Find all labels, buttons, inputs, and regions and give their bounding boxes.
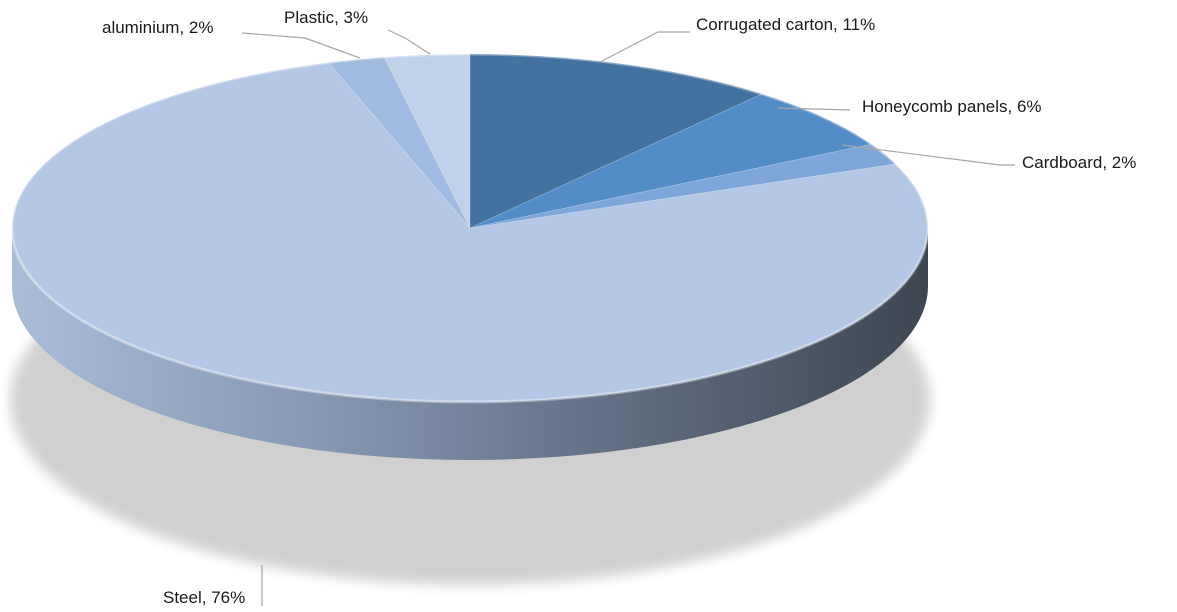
leader-line-honeycomb-panels xyxy=(777,107,851,111)
data-label-aluminium: aluminium, 2% xyxy=(102,18,214,37)
pie-rim-highlight xyxy=(10,52,930,404)
leader-line-aluminium xyxy=(241,32,361,59)
leader-line-cardboard xyxy=(841,144,1015,166)
leader-lines xyxy=(241,29,1015,606)
pie-side-wall xyxy=(12,228,928,460)
pie-slice-steel xyxy=(11,62,929,403)
data-label-corrugated-carton: Corrugated carton, 11% xyxy=(696,15,875,34)
pie-slice-aluminium xyxy=(327,56,471,229)
pie-slice-plastic xyxy=(383,53,471,229)
pie-side xyxy=(12,228,928,460)
data-label-plastic: Plastic, 3% xyxy=(284,8,368,27)
data-labels: Corrugated carton, 11% Honeycomb panels, … xyxy=(102,8,1136,607)
leader-line-plastic xyxy=(387,29,431,55)
pie-slice-honeycomb-panels xyxy=(469,93,873,229)
pie-slice-corrugated-carton xyxy=(469,53,763,229)
pie-slice-cardboard xyxy=(469,143,897,229)
pie-top xyxy=(11,53,929,403)
data-label-honeycomb-panels: Honeycomb panels, 6% xyxy=(862,97,1042,116)
data-label-cardboard: Cardboard, 2% xyxy=(1022,153,1136,172)
leader-line-corrugated-carton xyxy=(599,31,690,63)
data-label-steel: Steel, 76% xyxy=(163,588,245,607)
